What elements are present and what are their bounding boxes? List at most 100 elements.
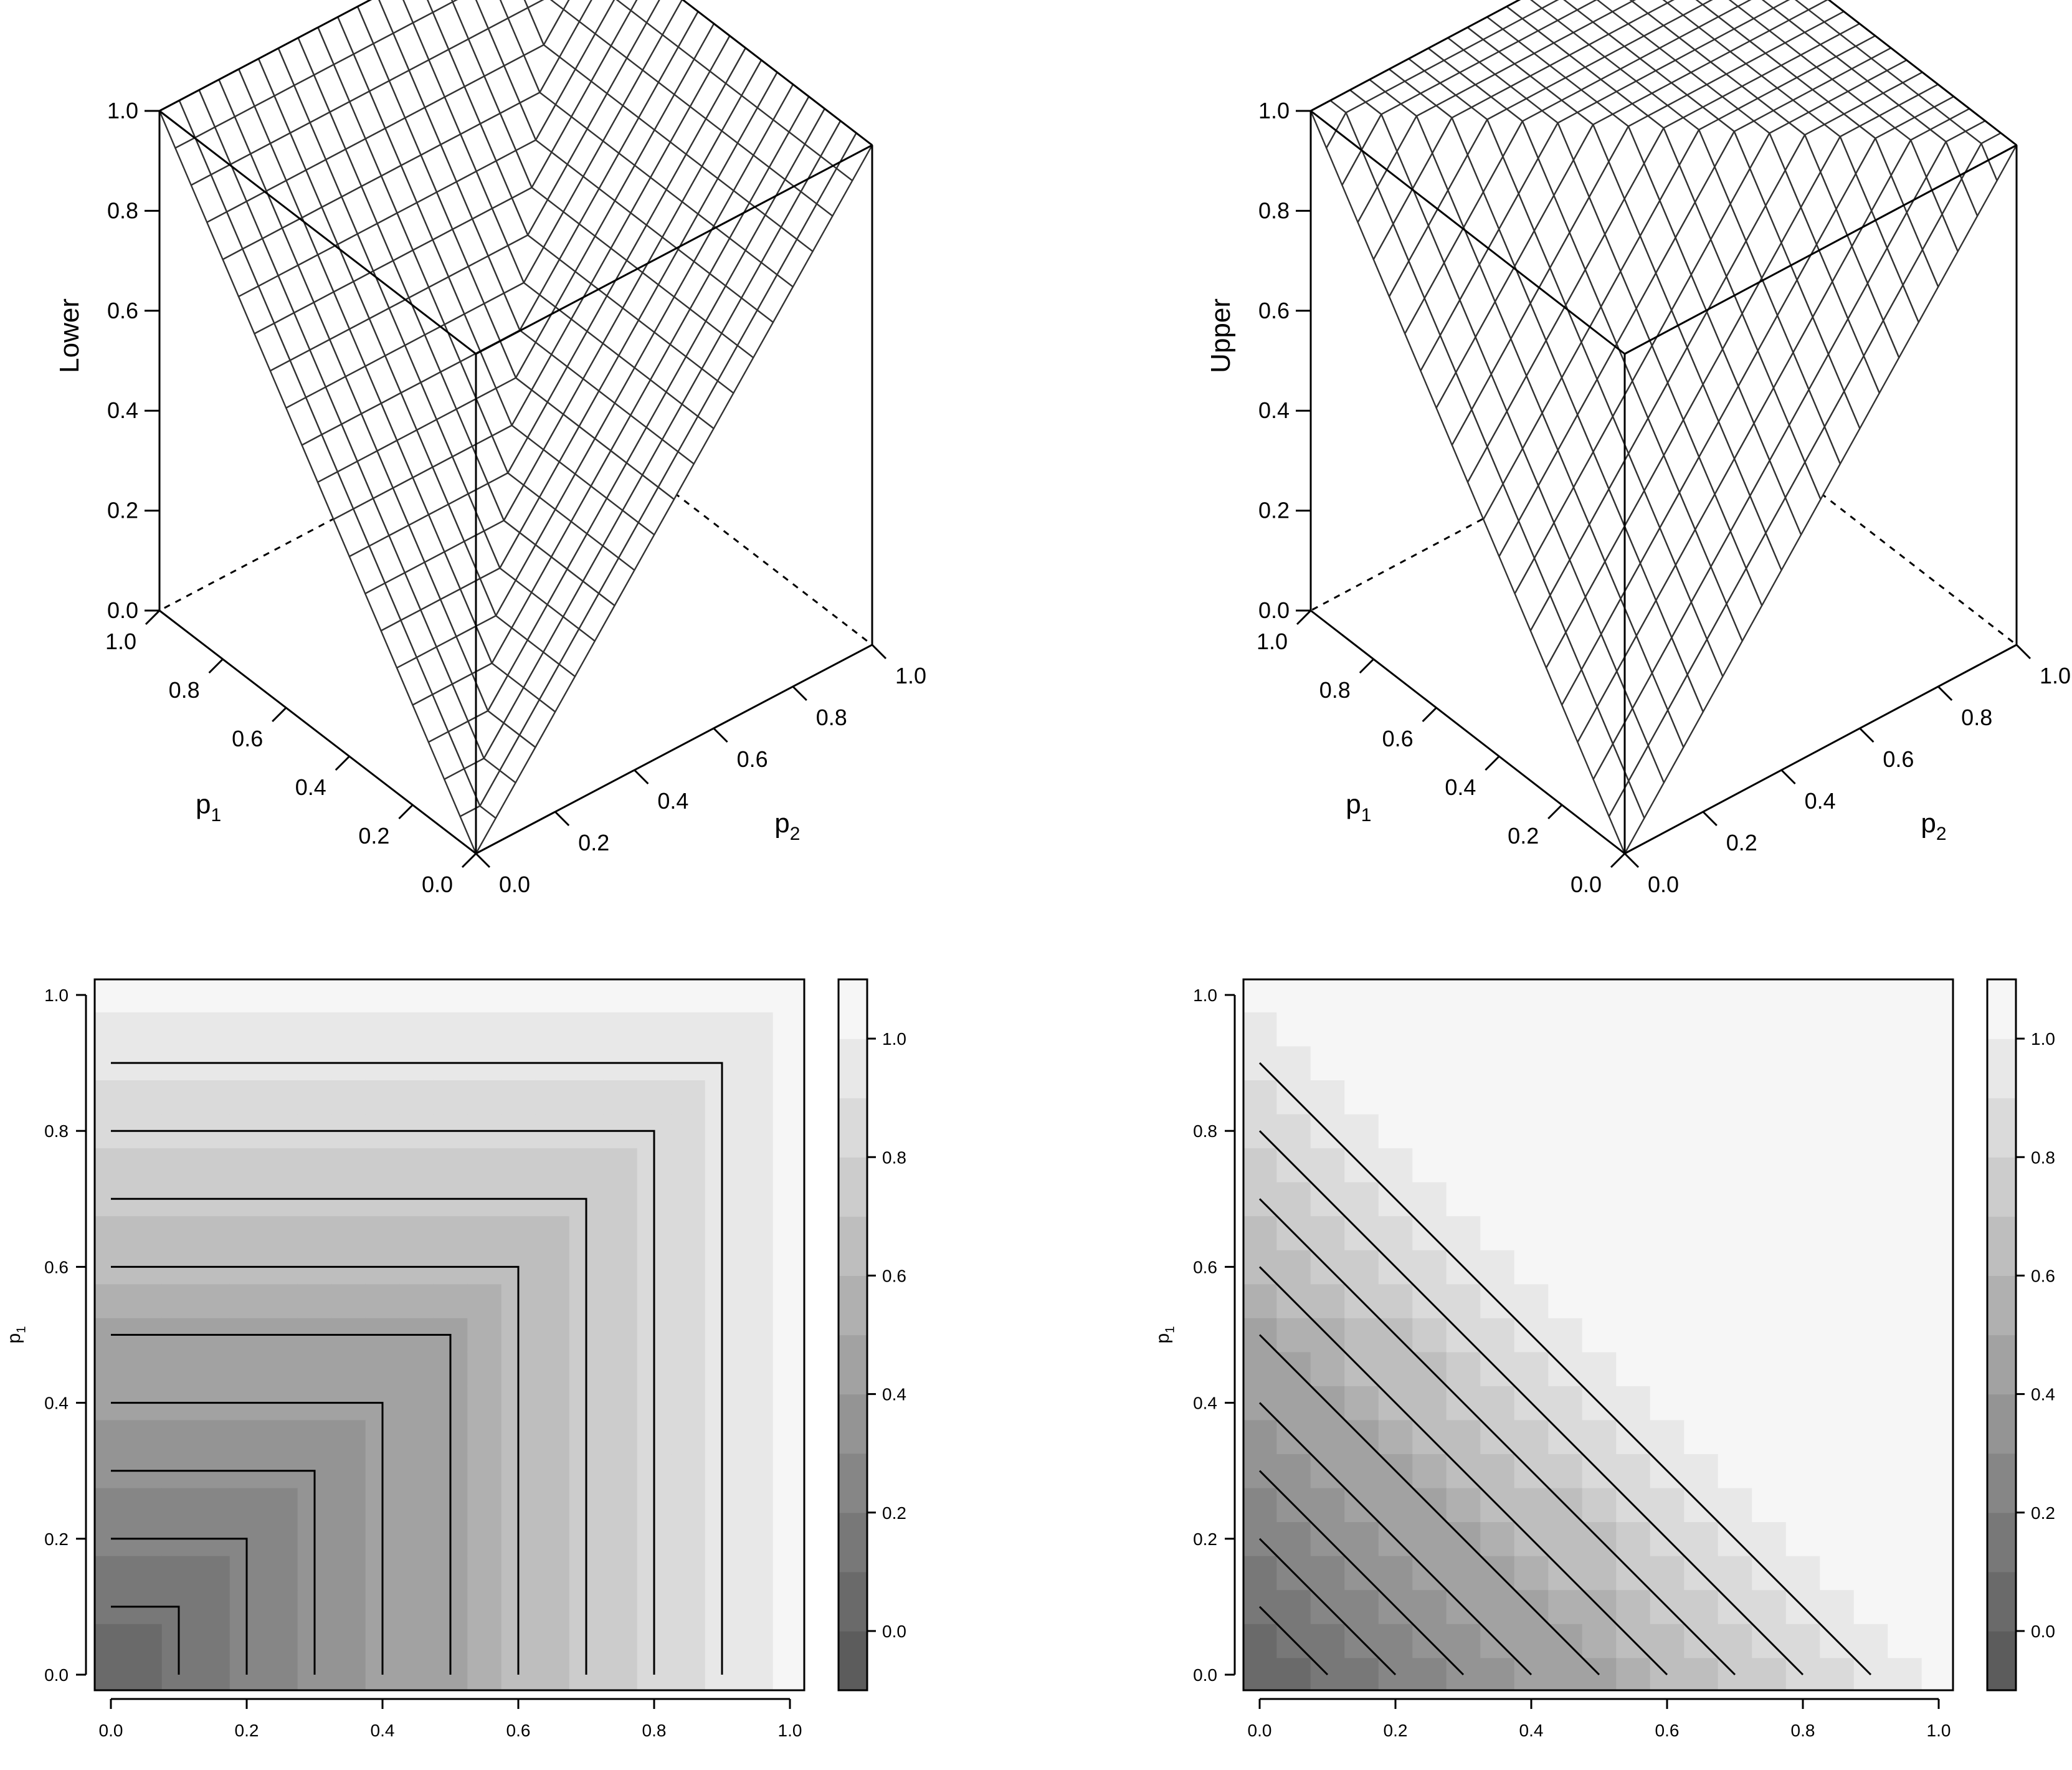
heatmap-cell — [365, 1012, 400, 1047]
heatmap-cell — [1548, 1386, 1583, 1420]
heatmap-cell — [1276, 1182, 1311, 1217]
p2-tick-label: 0.2 — [1726, 830, 1757, 855]
y-tick-label: 0.2 — [1193, 1530, 1217, 1549]
heatmap-cell — [671, 1318, 706, 1353]
heatmap-cell — [1785, 1283, 1820, 1318]
heatmap-cell — [1480, 1216, 1515, 1250]
heatmap-cell — [1684, 1080, 1719, 1115]
heatmap-cell — [772, 979, 805, 1012]
heatmap-cell — [1616, 1113, 1651, 1149]
z-tick-label: 0.0 — [107, 597, 138, 623]
heatmap-cell — [1310, 1351, 1345, 1386]
heatmap-cell — [264, 1283, 298, 1318]
heatmap-cell — [229, 1080, 264, 1115]
heatmap-cell — [1243, 1080, 1277, 1115]
heatmap-cell — [467, 1657, 502, 1691]
heatmap-cell — [399, 979, 434, 1012]
p2-tick-label: 1.0 — [895, 663, 926, 688]
heatmap-cell — [1718, 1113, 1752, 1149]
heatmap-cell — [1921, 979, 1954, 1012]
heatmap-cell — [1785, 1012, 1820, 1047]
heatmap-cell — [1616, 1216, 1651, 1250]
heatmap-cell — [1480, 1386, 1515, 1420]
colorbar-bin — [1987, 1216, 2016, 1277]
heatmap-cell — [467, 1318, 502, 1353]
heatmap-cell — [1412, 979, 1447, 1012]
x-tick-label: 1.0 — [778, 1721, 802, 1740]
heatmap-cell — [1650, 1216, 1685, 1250]
heatmap-cell — [772, 1182, 805, 1217]
heatmap-cell — [399, 1148, 434, 1182]
p1-tick-mark — [398, 804, 414, 820]
heatmap-cell — [772, 1012, 805, 1047]
heatmap-cell — [1276, 1113, 1311, 1149]
heatmap-cell — [535, 1657, 570, 1691]
heatmap-cell — [1344, 1045, 1379, 1080]
heatmap-cell — [1921, 1318, 1954, 1353]
heatmap-cell — [1888, 979, 1922, 1012]
heatmap-cell — [297, 1419, 332, 1455]
heatmap-cell — [331, 1589, 366, 1624]
colorbar-bin — [1987, 979, 2016, 1039]
heatmap-cell — [535, 1589, 570, 1624]
heatmap-cell — [1921, 1113, 1954, 1149]
heatmap-cell — [1684, 1182, 1719, 1217]
heatmap-cell — [1344, 1080, 1379, 1115]
x-tick-label: 0.4 — [371, 1721, 395, 1740]
p1-tick-label: 0.8 — [1319, 677, 1351, 703]
heatmap-cell — [739, 1283, 774, 1318]
heatmap-cell — [1514, 1351, 1549, 1386]
heatmap-cell — [1276, 1657, 1311, 1691]
heatmap-cell — [1820, 1216, 1855, 1250]
heatmap-cell — [1853, 979, 1888, 1012]
heatmap-cell — [1921, 1521, 1954, 1556]
p1-tick-mark — [1422, 707, 1437, 723]
heatmap-cell — [1921, 1556, 1954, 1591]
heatmap-cell — [264, 1589, 298, 1624]
colorbar-bin — [1987, 1275, 2016, 1336]
heatmap-cell — [467, 979, 502, 1012]
heatmap-cell — [1378, 1351, 1413, 1386]
heatmap-cell — [772, 1589, 805, 1624]
heatmap-cell — [399, 1487, 434, 1523]
heatmap-cell — [535, 1012, 570, 1047]
heatmap-cell — [1888, 1148, 1922, 1182]
heatmap-cell — [161, 1216, 196, 1250]
heatmap-cell — [1243, 1351, 1277, 1386]
heatmap-cell — [1752, 979, 1787, 1012]
heatmap-cell — [1888, 1318, 1922, 1353]
heatmap-cell — [365, 1080, 400, 1115]
heatmap-cell — [128, 1657, 163, 1691]
heatmap-cell — [264, 1624, 298, 1658]
heatmap-cell — [1412, 1012, 1447, 1047]
heatmap-cell — [1310, 1216, 1345, 1250]
heatmap-cell — [1888, 1521, 1922, 1556]
heatmap-cell — [1344, 1250, 1379, 1285]
p1-tick-mark — [1296, 609, 1312, 626]
heatmap-cell — [365, 979, 400, 1012]
heatmap-cell — [1853, 1148, 1888, 1182]
heatmap-cell — [1480, 1657, 1515, 1691]
heatmap-cell — [1378, 1148, 1413, 1182]
y-tick-label: 1.0 — [44, 986, 69, 1005]
x-tick-label: 1.0 — [1927, 1721, 1951, 1740]
heatmap-cell — [501, 1216, 536, 1250]
heatmap-cell — [671, 1624, 706, 1658]
contour-line — [1258, 1402, 1533, 1676]
z-axis-title: Upper — [1205, 298, 1236, 373]
heatmap-cell — [1820, 1080, 1855, 1115]
y-tick-label: 0.6 — [44, 1257, 69, 1277]
heatmap-cell — [1412, 1045, 1447, 1080]
box-edge-top-left — [159, 110, 477, 355]
heatmap-cell — [1378, 1045, 1413, 1080]
heatmap-cell — [1888, 1589, 1922, 1624]
heatmap-cell — [1548, 1216, 1583, 1250]
contour-line — [111, 1265, 520, 1675]
heatmap-cell — [671, 1113, 706, 1149]
heatmap-cell — [1853, 1012, 1888, 1047]
heatmap-cell — [1446, 1182, 1481, 1217]
heatmap-cell — [1752, 1419, 1787, 1455]
heatmap-cell — [1446, 1080, 1481, 1115]
heatmap-cell — [501, 1080, 536, 1115]
heatmap-cell — [1616, 1182, 1651, 1217]
